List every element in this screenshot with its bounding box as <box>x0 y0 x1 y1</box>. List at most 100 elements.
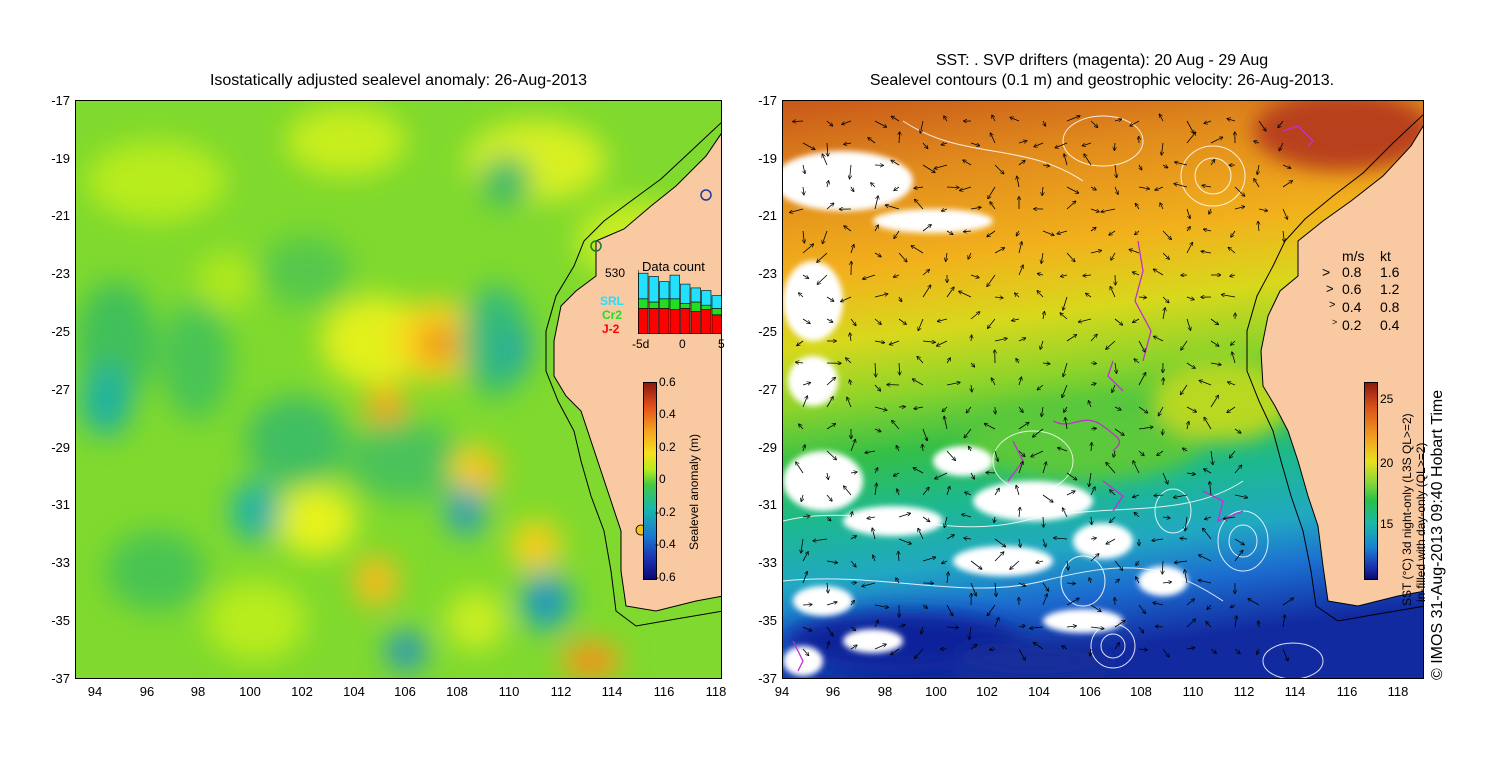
velocity-arrow <box>1018 582 1025 586</box>
velocity-arrow <box>922 270 929 276</box>
velocity-arrow <box>873 555 875 562</box>
velocity-arrow <box>1083 275 1092 276</box>
velocity-arrow <box>965 492 972 495</box>
velocity-arrow <box>995 582 996 596</box>
count-bar-cr2 <box>711 308 722 316</box>
velocity-arrow <box>922 516 930 522</box>
velocity-arrow <box>1231 230 1236 237</box>
velocity-arrow <box>891 648 900 655</box>
velocity-arrow <box>914 468 924 474</box>
velocity-arrow <box>826 450 836 460</box>
velocity-arrow <box>942 561 948 563</box>
velocity-arrow <box>898 252 907 262</box>
count-bar-srl <box>648 276 659 303</box>
velocity-arrow <box>1061 275 1068 277</box>
velocity-arrow <box>1134 359 1140 364</box>
velocity-arrow <box>1115 362 1117 373</box>
y-tick: -25 <box>51 324 70 339</box>
velocity-arrow <box>1186 243 1192 254</box>
velocity-arrow <box>1066 583 1075 584</box>
legend-header-ms: m/s <box>1342 248 1365 264</box>
velocity-arrow <box>1034 643 1044 650</box>
velocity-arrow <box>1054 538 1068 539</box>
sealevel-anomaly-map[interactable] <box>75 100 722 679</box>
velocity-arrow <box>970 207 981 209</box>
x-tick: 100 <box>925 684 947 699</box>
x-tick: 114 <box>1284 684 1306 699</box>
velocity-arrow <box>1066 252 1075 261</box>
velocity-arrow <box>987 230 996 237</box>
velocity-arrow <box>1042 582 1049 591</box>
velocity-arrow <box>1186 297 1194 300</box>
legend-kt-value: 1.6 <box>1380 264 1400 280</box>
velocity-arrow <box>1090 383 1096 385</box>
velocity-arrow <box>970 472 974 479</box>
velocity-arrow <box>850 318 856 325</box>
velocity-arrow <box>899 132 900 144</box>
velocity-arrow <box>850 380 851 386</box>
velocity-arrow <box>827 142 828 156</box>
velocity-arrow <box>1224 517 1236 519</box>
velocity-arrow <box>1062 384 1068 397</box>
velocity-arrow <box>874 294 888 298</box>
count-bar-j2 <box>659 308 670 334</box>
velocity-arrow <box>1222 295 1236 298</box>
velocity-arrow <box>922 142 928 148</box>
velocity-arrow <box>946 604 953 616</box>
velocity-arrow <box>1199 555 1212 562</box>
velocity-arrow <box>875 362 876 377</box>
velocity-arrow <box>799 293 804 298</box>
velocity-arrow <box>969 626 971 639</box>
velocity-arrow <box>1163 428 1164 435</box>
sealevel-colorbar-gradient <box>643 382 657 580</box>
velocity-arrow <box>1200 381 1212 386</box>
velocity-arrow <box>1040 340 1044 349</box>
velocity-arrow <box>1042 494 1053 502</box>
count-bar-srl <box>701 290 712 306</box>
velocity-arrow <box>1114 119 1121 121</box>
svp-drifter-tracks <box>792 125 1314 672</box>
velocity-arrow <box>898 318 906 324</box>
velocity-arrow <box>875 468 878 474</box>
velocity-arrow <box>822 154 828 166</box>
velocity-arrow <box>992 378 996 386</box>
velocity-arrow <box>991 133 996 144</box>
velocity-arrow <box>946 627 958 628</box>
velocity-arrow <box>1230 275 1236 276</box>
velocity-arrow <box>914 407 924 409</box>
velocity-arrow <box>1283 615 1285 628</box>
legend-arrow-icon: > <box>1332 317 1338 327</box>
velocity-arrow <box>1090 604 1101 611</box>
velocity-arrow <box>1153 603 1164 606</box>
velocity-arrow <box>850 645 857 650</box>
velocity-arrow <box>1163 308 1165 320</box>
x-tick: 112 <box>1233 684 1255 699</box>
velocity-arrow <box>968 252 971 259</box>
velocity-arrow <box>985 424 996 430</box>
x-tick: 110 <box>498 684 520 699</box>
velocity-arrow <box>1067 560 1068 570</box>
velocity-arrow <box>988 318 996 328</box>
velocity-arrow <box>871 183 876 188</box>
velocity-arrow <box>1135 230 1140 234</box>
velocity-arrow <box>1109 230 1116 235</box>
velocity-arrow <box>899 296 902 301</box>
velocity-arrow <box>1133 272 1140 276</box>
x-tick: 108 <box>1130 684 1152 699</box>
y-tick: -17 <box>51 93 70 108</box>
velocity-arrow <box>946 287 954 298</box>
velocity-arrow <box>898 538 911 544</box>
velocity-arrow <box>1042 165 1049 166</box>
velocity-arrow <box>946 382 960 386</box>
velocity-arrow <box>1063 362 1068 376</box>
velocity-arrow <box>944 417 948 430</box>
velocity-arrow <box>1234 648 1240 654</box>
velocity-arrow <box>970 274 979 278</box>
velocity-arrow <box>1186 619 1195 628</box>
left-map-title: Isostatically adjusted sealevel anomaly:… <box>209 72 588 89</box>
x-tick: 96 <box>139 684 155 699</box>
velocity-arrow <box>1283 230 1284 242</box>
y-tick: -21 <box>51 208 70 223</box>
velocity-arrow <box>1066 201 1076 210</box>
sst-map[interactable] <box>782 100 1424 679</box>
